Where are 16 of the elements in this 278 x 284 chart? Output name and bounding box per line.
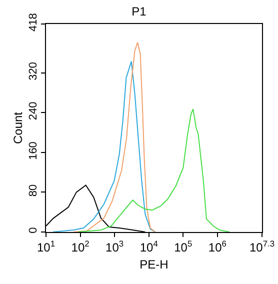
x-axis-title: PE-H	[140, 257, 168, 272]
y-tick-label: 80	[28, 184, 40, 197]
x-tick-label: 10$^{6}$	[208, 238, 227, 254]
x-tick-label: 10$^{4}$	[140, 238, 158, 254]
y-tick-label: 418	[28, 13, 40, 32]
x-tick-label: 10$^{1}$	[36, 238, 56, 254]
y-tick-label: 320	[28, 62, 40, 80]
y-tick-label: 0	[28, 227, 40, 234]
y-axis-title: Count	[10, 111, 25, 144]
chart-title: P1	[132, 4, 147, 18]
x-tick-label: 10$^{3}$	[106, 238, 124, 254]
x-tick-label: 10$^{7.3}$	[249, 238, 275, 254]
x-tick-label: 10$^{5}$	[174, 238, 192, 254]
x-tick-label: 10$^{2}$	[71, 238, 90, 254]
y-tick-label: 160	[28, 142, 40, 160]
y-tick-label: 240	[28, 102, 40, 120]
